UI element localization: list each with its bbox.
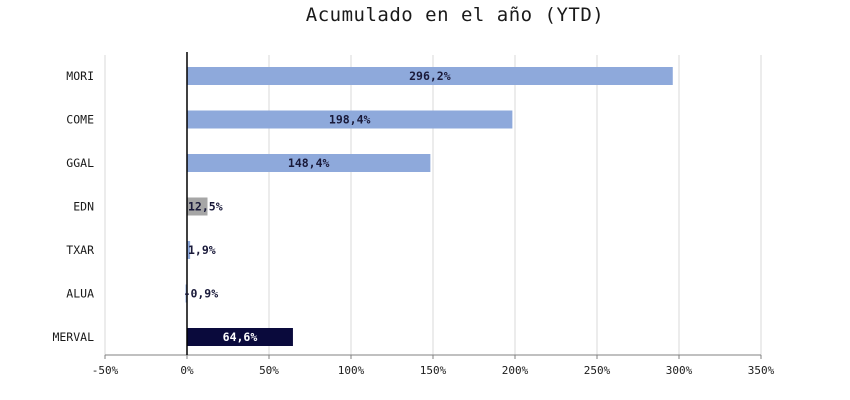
x-tick-label: 350% bbox=[748, 364, 775, 377]
chart-title: Acumulado en el año (YTD) bbox=[305, 4, 605, 26]
x-tick-label: 50% bbox=[259, 364, 279, 377]
category-label: TXAR bbox=[66, 243, 94, 257]
data-label: 296,2% bbox=[409, 69, 451, 83]
x-tick-label: 200% bbox=[502, 364, 529, 377]
x-tick-label: 100% bbox=[338, 364, 365, 377]
data-label: 148,4% bbox=[288, 156, 330, 170]
bar-txar bbox=[187, 241, 191, 259]
bar-mori bbox=[187, 67, 673, 85]
category-label: ALUA bbox=[66, 287, 94, 301]
grid-lines bbox=[104, 55, 762, 355]
data-label: 12,5% bbox=[188, 200, 223, 214]
x-tick-label: 0% bbox=[180, 364, 194, 377]
bar-ggal bbox=[187, 154, 431, 172]
bar-come bbox=[187, 110, 513, 129]
category-label: MERVAL bbox=[52, 330, 94, 344]
data-label: 64,6% bbox=[223, 330, 258, 344]
data-label: -0,9% bbox=[184, 287, 219, 301]
bars bbox=[185, 67, 673, 346]
data-label: 1,9% bbox=[188, 243, 216, 257]
x-tick-label: 250% bbox=[584, 364, 611, 377]
category-label: COME bbox=[66, 113, 94, 127]
category-label: GGAL bbox=[66, 156, 94, 170]
bar-edn bbox=[187, 197, 208, 216]
category-label: MORI bbox=[66, 69, 94, 83]
x-tick-label: -50% bbox=[92, 364, 119, 377]
labels: -50% 0% 50% 100% 150% 200% 250% 300% 350% MORI 296… bbox=[52, 69, 774, 377]
x-tick-label: 150% bbox=[420, 364, 447, 377]
data-label: 198,4% bbox=[329, 113, 371, 127]
category-label: EDN bbox=[73, 200, 94, 214]
bar-merval bbox=[187, 328, 293, 346]
x-tick-label: 300% bbox=[666, 364, 693, 377]
axes bbox=[104, 52, 762, 359]
